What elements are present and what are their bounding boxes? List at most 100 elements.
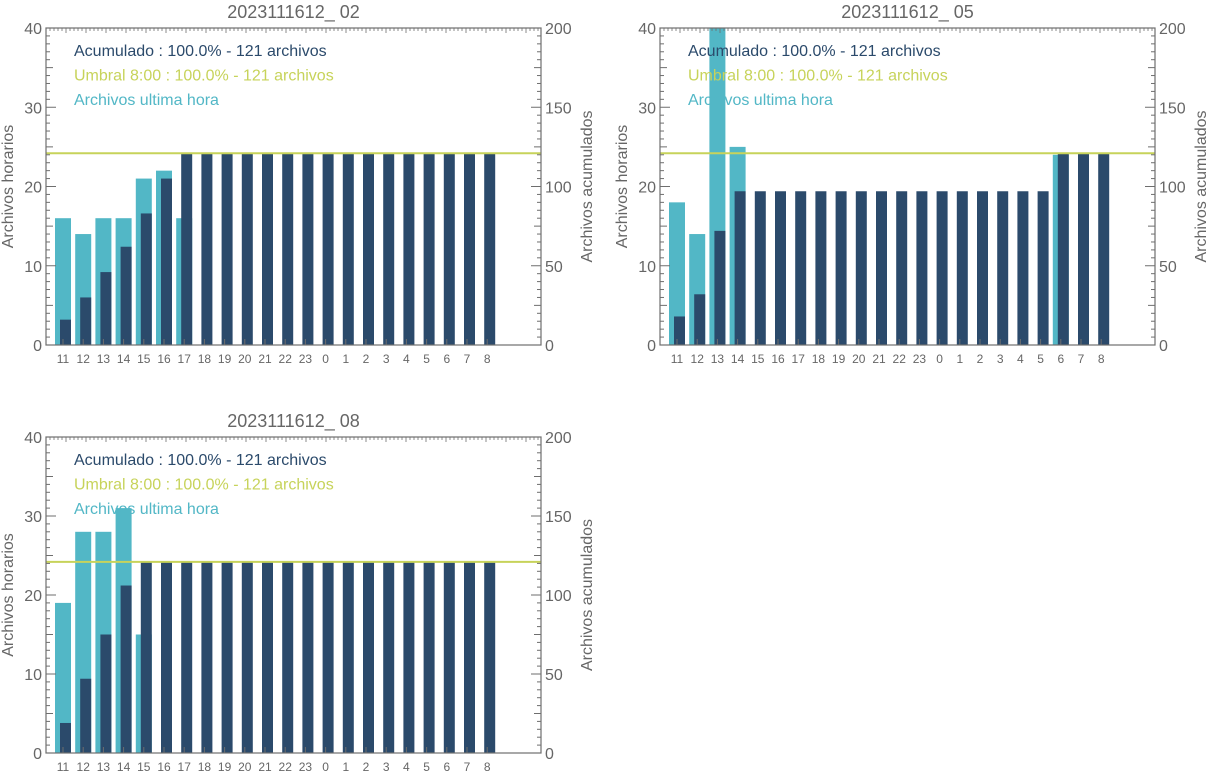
- bar-cumulative: [241, 153, 253, 345]
- bar-cumulative: [100, 272, 112, 345]
- y-tick-label: 20: [24, 180, 42, 197]
- x-tick-label: 2: [363, 760, 370, 771]
- bar-cumulative: [1078, 153, 1089, 345]
- y-tick-label: 30: [24, 100, 42, 117]
- bar-cumulative: [855, 191, 867, 345]
- bar-cumulative: [423, 153, 435, 345]
- x-tick-label: 11: [57, 352, 70, 366]
- bar-cumulative: [714, 230, 726, 345]
- x-tick-label: 23: [299, 760, 313, 771]
- legend-cumulative: Acumulado : 100.0% - 121 archivos: [74, 452, 327, 469]
- bar-cumulative: [754, 191, 766, 345]
- x-tick-label: 17: [178, 760, 192, 771]
- bar-cumulative: [322, 561, 334, 753]
- x-tick-label: 21: [258, 352, 272, 366]
- x-tick-label: 16: [771, 352, 785, 366]
- x-tick-label: 5: [423, 352, 430, 366]
- bar-cumulative: [997, 191, 1009, 345]
- x-tick-label: 3: [383, 760, 390, 771]
- bar-cumulative: [795, 191, 807, 345]
- y2-tick-label: 50: [545, 667, 563, 684]
- x-tick-label: 19: [832, 352, 846, 366]
- bar-cumulative: [201, 153, 213, 345]
- x-tick-label: 14: [117, 352, 131, 366]
- bar-cumulative: [734, 191, 746, 345]
- bar-cumulative: [464, 561, 475, 753]
- y-tick-label: 0: [33, 746, 42, 763]
- x-tick-label: 1: [342, 352, 349, 366]
- legend-hourly: Archivos ultima hora: [74, 501, 219, 518]
- y-axis-label: Archivos horarios: [0, 533, 17, 657]
- x-tick-label: 2: [363, 352, 370, 366]
- x-tick-label: 20: [238, 352, 252, 366]
- x-tick-label: 8: [1098, 352, 1105, 366]
- x-tick-label: 6: [1057, 352, 1064, 366]
- bar-cumulative: [484, 561, 496, 753]
- bar-cumulative: [60, 722, 71, 753]
- y-tick-label: 10: [24, 667, 42, 684]
- x-tick-label: 8: [484, 760, 491, 771]
- bar-cumulative: [443, 561, 455, 753]
- bar-cumulative: [221, 561, 233, 753]
- bar-cumulative: [181, 561, 193, 753]
- bar-cumulative: [120, 246, 132, 345]
- bar-cumulative: [221, 153, 233, 345]
- x-tick-label: 22: [279, 352, 293, 366]
- bar-cumulative: [443, 153, 455, 345]
- bar-cumulative: [181, 153, 193, 345]
- x-tick-label: 4: [403, 760, 410, 771]
- bar-cumulative: [302, 153, 314, 345]
- chart-title: 2023111612_ 08: [227, 411, 359, 432]
- bar-cumulative: [674, 316, 685, 345]
- x-tick-label: 23: [299, 352, 313, 366]
- x-tick-label: 14: [731, 352, 745, 366]
- bar-cumulative: [241, 561, 253, 753]
- bar-cumulative: [342, 561, 354, 753]
- x-tick-label: 21: [258, 760, 272, 771]
- x-tick-label: 12: [691, 352, 705, 366]
- y-tick-label: 30: [638, 100, 656, 117]
- x-tick-label: 5: [423, 760, 430, 771]
- x-tick-label: 0: [936, 352, 943, 366]
- x-tick-label: 15: [137, 352, 151, 366]
- bar-cumulative: [1098, 153, 1110, 345]
- x-tick-label: 12: [77, 352, 91, 366]
- bar-cumulative: [120, 585, 132, 753]
- y2-axis-label: Archivos acumulados: [579, 110, 596, 262]
- x-tick-label: 21: [872, 352, 886, 366]
- bar-cumulative: [282, 561, 294, 753]
- bar-cumulative: [977, 191, 988, 345]
- x-tick-label: 2: [977, 352, 984, 366]
- bar-cumulative: [282, 153, 294, 345]
- y2-tick-label: 150: [545, 100, 572, 117]
- x-tick-label: 7: [1078, 352, 1085, 366]
- bar-cumulative: [775, 191, 786, 345]
- bar-cumulative: [484, 153, 496, 345]
- y2-tick-label: 100: [1159, 180, 1186, 197]
- x-tick-label: 7: [464, 352, 471, 366]
- x-tick-label: 0: [322, 352, 329, 366]
- bar-cumulative: [876, 191, 887, 345]
- legend-threshold: Umbral 8:00 : 100.0% - 121 archivos: [74, 68, 334, 85]
- legend-threshold: Umbral 8:00 : 100.0% - 121 archivos: [74, 477, 334, 494]
- bar-cumulative: [383, 153, 395, 345]
- legend-cumulative: Acumulado : 100.0% - 121 archivos: [688, 43, 941, 60]
- bar-cumulative: [60, 319, 71, 345]
- x-tick-label: 13: [97, 760, 111, 771]
- bar-cumulative: [201, 561, 213, 753]
- y-tick-label: 20: [24, 588, 42, 605]
- bar-cumulative: [80, 678, 92, 753]
- x-tick-label: 13: [711, 352, 725, 366]
- x-tick-label: 18: [198, 352, 212, 366]
- x-tick-label: 17: [178, 352, 192, 366]
- y-tick-label: 40: [24, 21, 42, 38]
- y-tick-label: 10: [638, 259, 656, 276]
- y2-tick-label: 100: [545, 588, 572, 605]
- bar-cumulative: [262, 153, 273, 345]
- x-tick-label: 5: [1037, 352, 1044, 366]
- y-tick-label: 0: [33, 338, 42, 355]
- bar-cumulative: [464, 153, 475, 345]
